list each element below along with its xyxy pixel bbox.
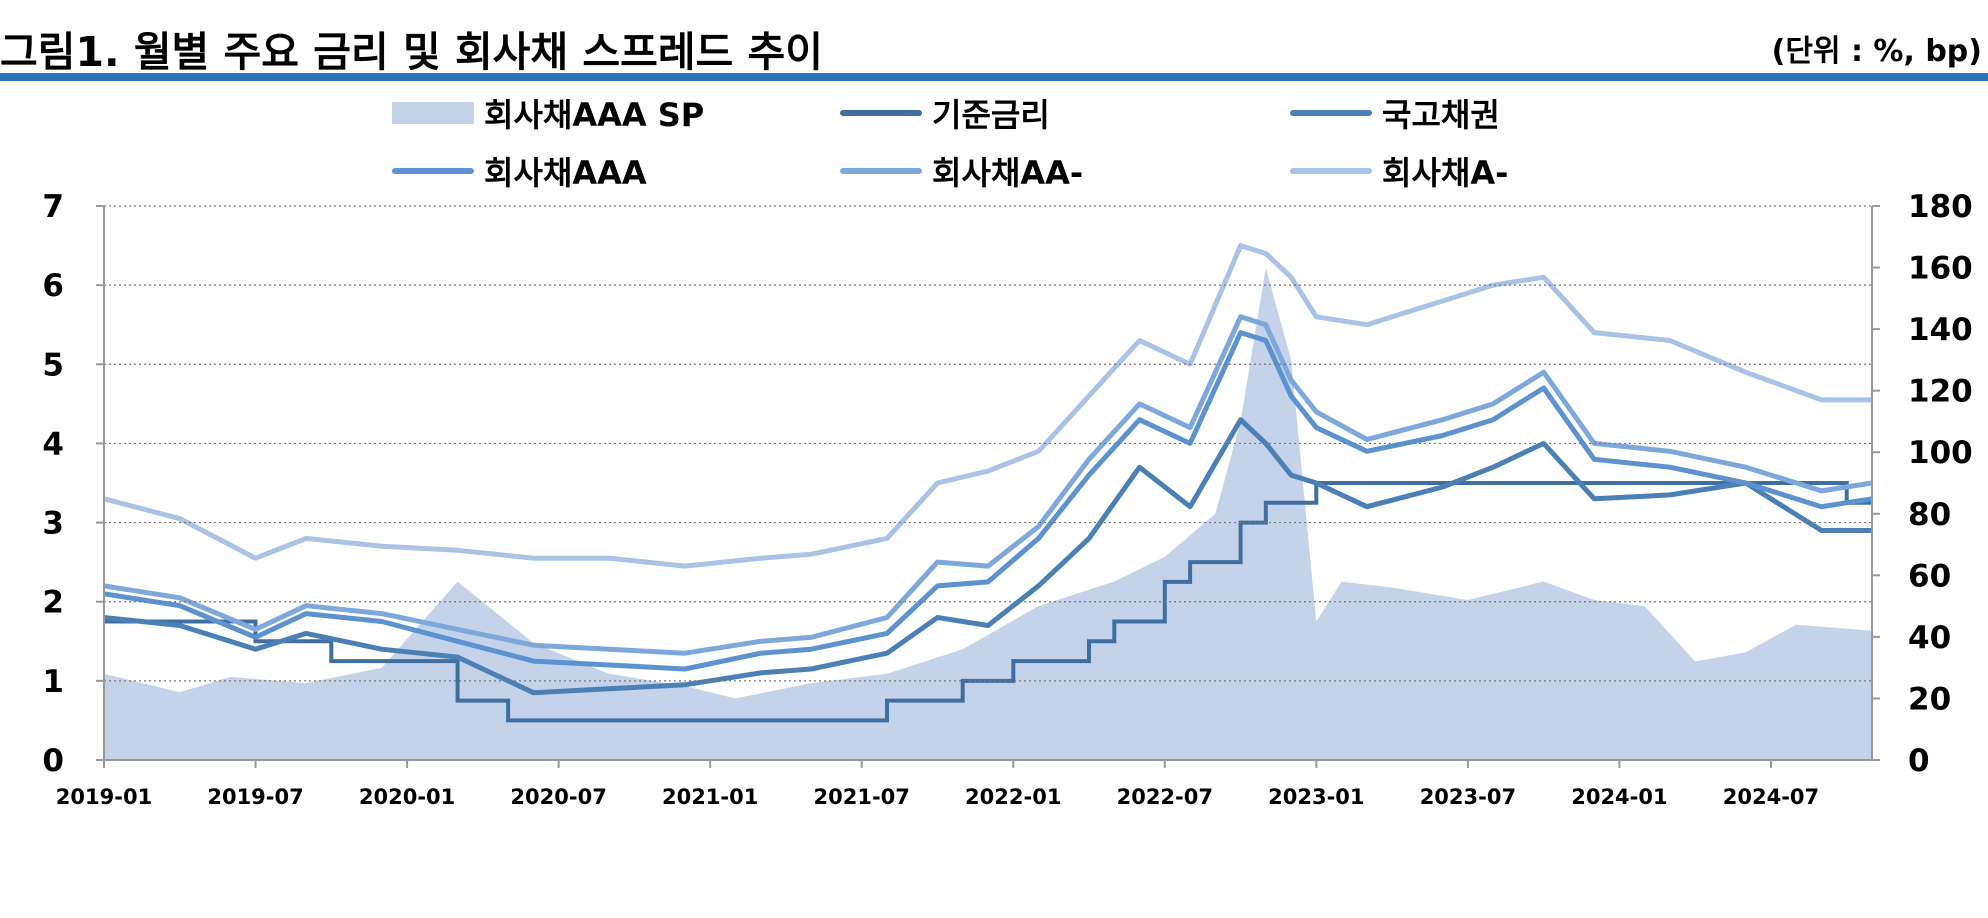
x-tick-label: 2023-01: [1268, 785, 1364, 809]
x-tick-label: 2024-07: [1723, 785, 1819, 809]
x-tick-label: 2024-01: [1571, 785, 1667, 809]
y-left-tick-label: 6: [42, 268, 64, 304]
title-bar: 그림1. 월별 주요 금리 및 회사채 스프레드 추이 (단위 : %, bp): [0, 0, 1988, 81]
x-tick-label: 2022-01: [965, 785, 1061, 809]
y-right-tick-label: 100: [1908, 435, 1973, 471]
legend-label: 회사채AA-: [932, 154, 1084, 192]
series-기준금리-line: [104, 481, 1872, 723]
legend-swatch-line: [840, 168, 922, 174]
legend-swatch-line: [840, 110, 922, 116]
series-회사채A--line: [103, 243, 1872, 569]
y-left-tick-label: 1: [42, 664, 64, 700]
y-left-tick-label: 0: [42, 743, 64, 779]
legend-item-corp-a-minus: 회사채A-: [1290, 151, 1509, 192]
legend-swatch-line: [1290, 110, 1372, 116]
legend-swatch-area: [392, 102, 474, 124]
y-right-tick-label: 120: [1908, 374, 1973, 410]
legend-swatch-line: [1290, 168, 1372, 174]
series-회사채AA--line: [103, 314, 1873, 656]
legend-item-treasury: 국고채권: [1290, 93, 1500, 134]
x-tick-label: 2019-01: [56, 785, 152, 809]
x-tick-label: 2022-07: [1117, 785, 1213, 809]
y-right-tick-label: 40: [1908, 620, 1951, 656]
series-국고채권-line: [103, 417, 1872, 696]
y-right-tick-label: 60: [1908, 558, 1951, 594]
y-left-tick-label: 4: [42, 426, 64, 462]
legend-item-corp-aa-minus: 회사채AA-: [840, 151, 1084, 192]
x-tick-label: 2023-07: [1420, 785, 1516, 809]
legend-item-aaa-spread: 회사채AAA SP: [392, 93, 705, 134]
y-right-tick-label: 140: [1908, 312, 1973, 348]
legend-item-corp-aaa: 회사채AAA: [392, 151, 647, 192]
y-right-tick-label: 180: [1908, 189, 1973, 225]
x-tick-label: 2019-07: [207, 785, 303, 809]
y-left-tick-label: 3: [42, 506, 64, 542]
unit-label: (단위 : %, bp): [1771, 34, 1982, 69]
x-tick-label: 2020-07: [510, 785, 606, 809]
y-right-tick-label: 0: [1908, 743, 1930, 779]
legend-label: 회사채A-: [1382, 154, 1509, 192]
chart-title: 그림1. 월별 주요 금리 및 회사채 스프레드 추이: [0, 28, 823, 76]
x-tick-label: 2021-07: [814, 785, 910, 809]
y-right-tick-label: 20: [1908, 681, 1951, 717]
series-회사채AAA-SP-area: [104, 267, 1872, 760]
legend-label: 기준금리: [932, 96, 1050, 134]
x-tick-label: 2020-01: [359, 785, 455, 809]
series-회사채AAA-line: [103, 330, 1873, 672]
legend-label: 회사채AAA SP: [484, 96, 705, 134]
y-left-tick-label: 7: [42, 189, 64, 225]
legend-swatch-line: [392, 168, 474, 174]
x-tick-label: 2021-01: [662, 785, 758, 809]
y-right-tick-label: 160: [1908, 251, 1973, 287]
y-right-tick-label: 80: [1908, 497, 1951, 533]
legend-item-base-rate: 기준금리: [840, 93, 1050, 134]
legend-label: 국고채권: [1382, 96, 1500, 134]
y-left-tick-label: 2: [42, 585, 64, 621]
title-rule: [0, 73, 1988, 81]
legend-label: 회사채AAA: [484, 154, 647, 192]
y-left-tick-label: 5: [42, 347, 64, 383]
